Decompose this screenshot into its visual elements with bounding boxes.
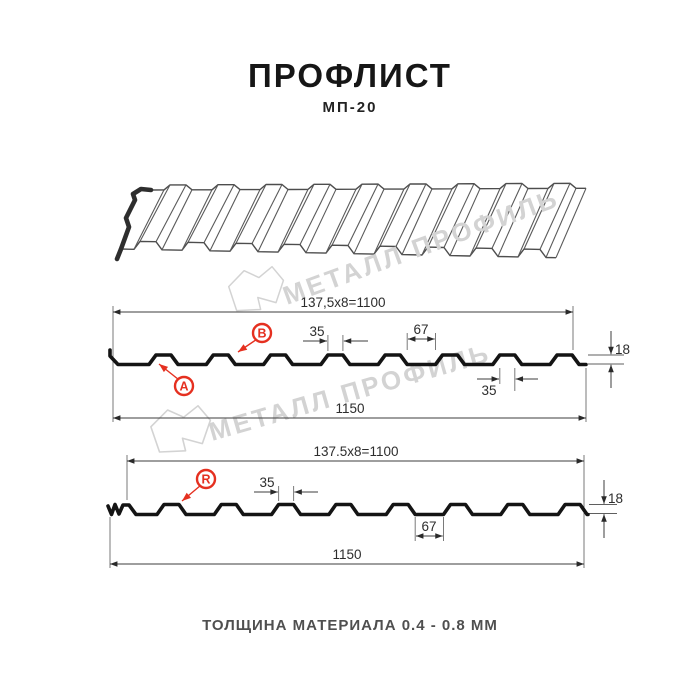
dim-rib-top: 35 [309,324,324,339]
page-title: ПРОФЛИСТ [248,57,452,94]
label-b-badge [251,322,273,344]
label-b: B [257,327,266,341]
metall-profil-logo-icon [150,405,212,453]
dim-pitch-bottom: 137.5x8=1100 [314,444,399,459]
label-r: R [201,473,210,487]
dim-rib-top-2: 35 [259,475,274,490]
profile-model: МП-20 [322,99,378,116]
watermark: МЕТАЛЛ ПРОФИЛЬ [227,183,563,312]
dim-overall-bottom: 1150 [332,547,361,562]
label-r-badge [195,468,217,490]
profile-section-view-bottom: 137.5x8=1100 1150 35 67 18 R [106,444,623,568]
section-profile-line [108,348,588,367]
dim-overall-top: 1150 [335,401,364,416]
profile-section-view-top: 137,5x8=1100 1150 35 67 18 35 B A [108,295,630,422]
dim-height-2: 18 [608,491,623,506]
isometric-sheet-view [114,182,587,262]
label-a: A [179,380,188,394]
dim-rib-bottom: 35 [481,383,496,398]
dim-flat-top: 67 [413,322,428,337]
dim-height-top: 18 [615,342,630,357]
section-profile-line [106,502,590,517]
dim-flat-2: 67 [421,519,436,534]
metall-profil-logo-icon [227,265,285,312]
dim-pitch-top: 137,5x8=1100 [301,295,386,310]
label-a-badge [173,375,195,397]
material-thickness-note: ТОЛЩИНА МАТЕРИАЛА 0.4 - 0.8 ММ [202,617,498,634]
